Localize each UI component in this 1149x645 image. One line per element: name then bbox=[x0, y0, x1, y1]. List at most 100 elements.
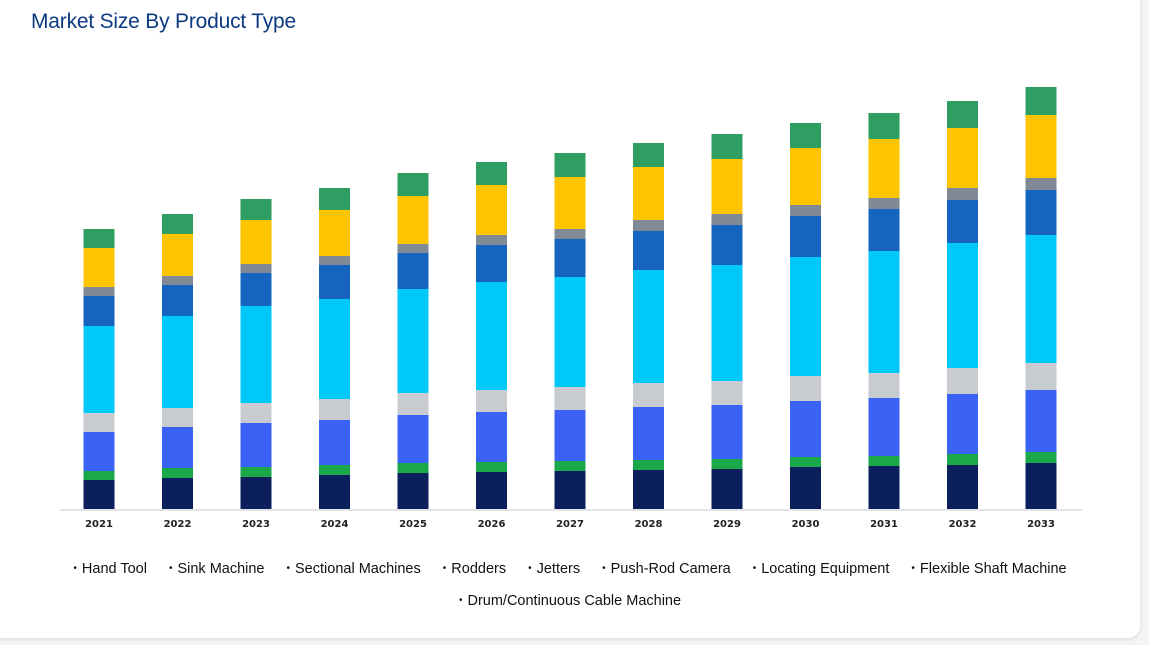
bar-segment-2029-push-rod-camera bbox=[711, 225, 743, 265]
bar-segment-2031-push-rod-camera bbox=[868, 209, 900, 251]
legend-item: • Hand Tool bbox=[73, 553, 147, 585]
x-tick-label: 2021 bbox=[85, 519, 113, 530]
bar-segment-2021-push-rod-camera bbox=[83, 296, 115, 326]
bar-segment-2021-sink-machine bbox=[83, 471, 115, 480]
bar-segment-2030-sink-machine bbox=[790, 457, 821, 467]
bar-segment-2025-push-rod-camera bbox=[397, 253, 429, 289]
bar-segment-2024-locating-equipment bbox=[319, 256, 350, 265]
bar-segment-2023-drum-continuous-cable-machine bbox=[240, 199, 272, 220]
bar-segment-2026-flexible-shaft-machine bbox=[476, 185, 507, 235]
bar-segment-2030-push-rod-camera bbox=[790, 216, 821, 257]
bar-segment-2022-sectional-machines bbox=[162, 427, 193, 468]
x-tick-label: 2031 bbox=[870, 519, 898, 530]
bar-segment-2022-jetters bbox=[162, 316, 193, 408]
legend-item: • Sectional Machines bbox=[287, 553, 421, 585]
legend-item: • Sink Machine bbox=[169, 553, 265, 585]
bar-segment-2023-rodders bbox=[240, 403, 272, 423]
legend-bullet-icon: • bbox=[911, 563, 915, 574]
bar-segment-2024-flexible-shaft-machine bbox=[319, 210, 350, 256]
bar-segment-2025-drum-continuous-cable-machine bbox=[397, 173, 429, 196]
legend-label: Push-Rod Camera bbox=[610, 561, 731, 577]
bar-segment-2025-sink-machine bbox=[397, 463, 429, 473]
bar-segment-2026-hand-tool bbox=[476, 472, 507, 509]
bar-segment-2028-push-rod-camera bbox=[633, 231, 664, 270]
bar-segment-2021-sectional-machines bbox=[83, 432, 115, 471]
bar-segment-2021-locating-equipment bbox=[83, 287, 115, 296]
bar-segment-2029-drum-continuous-cable-machine bbox=[711, 134, 743, 159]
bar-segment-2027-hand-tool bbox=[554, 471, 586, 509]
bar-segment-2029-flexible-shaft-machine bbox=[711, 159, 743, 214]
bar-segment-2033-locating-equipment bbox=[1025, 178, 1057, 190]
bar-segment-2028-jetters bbox=[633, 270, 664, 383]
bar-segment-2031-sectional-machines bbox=[868, 398, 900, 456]
bar-segment-2027-push-rod-camera bbox=[554, 239, 586, 277]
legend-bullet-icon: • bbox=[73, 563, 77, 574]
bar-segment-2028-sectional-machines bbox=[633, 407, 664, 460]
x-tick-label: 2023 bbox=[242, 519, 270, 530]
bar-segment-2030-jetters bbox=[790, 257, 821, 376]
x-tick-label: 2022 bbox=[164, 519, 192, 530]
bar-segment-2032-sectional-machines bbox=[947, 394, 978, 454]
bar-segment-2030-flexible-shaft-machine bbox=[790, 148, 821, 205]
legend-bullet-icon: • bbox=[442, 563, 447, 574]
legend-label: Sectional Machines bbox=[295, 561, 421, 577]
bar-segment-2024-jetters bbox=[319, 299, 350, 399]
bar-segment-2023-hand-tool bbox=[240, 477, 272, 509]
bar-segment-2032-rodders bbox=[947, 368, 978, 394]
legend-label: Jetters bbox=[536, 561, 581, 577]
bar-segment-2025-rodders bbox=[397, 393, 429, 415]
x-tick-label: 2026 bbox=[478, 519, 506, 530]
x-tick-label: 2027 bbox=[556, 519, 584, 530]
bar-segment-2024-sectional-machines bbox=[319, 420, 350, 465]
x-tick-label: 2028 bbox=[635, 519, 663, 530]
legend-item: • Jetters bbox=[528, 553, 580, 585]
bar-segment-2028-locating-equipment bbox=[633, 220, 664, 231]
bar-segment-2032-jetters bbox=[947, 243, 978, 368]
bar-segment-2024-hand-tool bbox=[319, 475, 350, 509]
bar-segment-2021-flexible-shaft-machine bbox=[83, 248, 115, 287]
legend-bullet-icon: • bbox=[458, 595, 463, 606]
bar-segment-2026-sectional-machines bbox=[476, 412, 507, 462]
bar-segment-2031-hand-tool bbox=[868, 466, 900, 509]
bar-segment-2032-drum-continuous-cable-machine bbox=[947, 101, 978, 128]
bar-segment-2031-rodders bbox=[868, 373, 900, 398]
bar-segment-2030-sectional-machines bbox=[790, 401, 821, 457]
bar-segment-2031-locating-equipment bbox=[868, 198, 900, 209]
bar-segment-2028-drum-continuous-cable-machine bbox=[633, 143, 664, 167]
bar-segment-2025-locating-equipment bbox=[397, 244, 429, 253]
legend-label: Drum/Continuous Cable Machine bbox=[467, 593, 682, 609]
bar-segment-2029-sectional-machines bbox=[711, 405, 743, 459]
bar-segment-2025-sectional-machines bbox=[397, 415, 429, 463]
bar-segment-2033-jetters bbox=[1025, 235, 1057, 363]
legend-bullet-icon: • bbox=[286, 563, 291, 574]
bar-segment-2033-hand-tool bbox=[1025, 463, 1057, 509]
legend-bullet-icon: • bbox=[752, 563, 757, 574]
legend-item: • Drum/Continuous Cable Machine bbox=[459, 585, 681, 617]
legend-label: Flexible Shaft Machine bbox=[919, 561, 1067, 577]
bar-segment-2022-drum-continuous-cable-machine bbox=[162, 214, 193, 234]
bar-segment-2021-hand-tool bbox=[83, 480, 115, 509]
bar-segment-2022-sink-machine bbox=[162, 468, 193, 478]
bar-segment-2022-flexible-shaft-machine bbox=[162, 234, 193, 276]
bar-segment-2027-sectional-machines bbox=[554, 410, 586, 461]
bar-segment-2027-flexible-shaft-machine bbox=[554, 177, 586, 229]
bar-segment-2032-locating-equipment bbox=[947, 188, 978, 200]
bar-segment-2031-sink-machine bbox=[868, 456, 900, 466]
x-tick-label: 2030 bbox=[792, 519, 820, 530]
bar-segment-2027-locating-equipment bbox=[554, 229, 586, 239]
bar-segment-2033-push-rod-camera bbox=[1025, 190, 1057, 235]
bar-segment-2031-flexible-shaft-machine bbox=[868, 139, 900, 198]
bar-segment-2028-hand-tool bbox=[633, 470, 664, 509]
bar-segment-2023-flexible-shaft-machine bbox=[240, 220, 272, 264]
bar-segment-2023-locating-equipment bbox=[240, 264, 272, 273]
bar-segment-2033-rodders bbox=[1025, 363, 1057, 390]
bar-segment-2026-rodders bbox=[476, 390, 507, 412]
bar-segment-2025-jetters bbox=[397, 289, 429, 393]
bar-segment-2023-sink-machine bbox=[240, 467, 272, 477]
legend-bullet-icon: • bbox=[602, 563, 606, 574]
bar-segment-2029-jetters bbox=[711, 265, 743, 381]
bar-segment-2029-rodders bbox=[711, 381, 743, 405]
legend-label: Hand Tool bbox=[81, 561, 147, 577]
bar-segment-2033-drum-continuous-cable-machine bbox=[1025, 87, 1057, 115]
